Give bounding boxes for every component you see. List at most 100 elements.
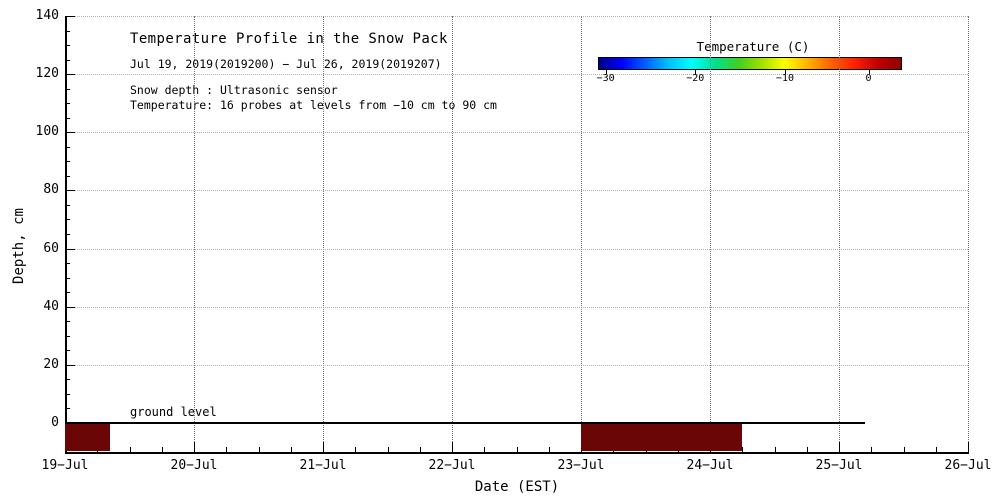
y-axis-minor-tick	[65, 393, 70, 395]
horizontal-gridline	[66, 190, 968, 192]
colorbar-title: Temperature (C)	[696, 39, 810, 54]
colorbar-tick-label: 0	[865, 73, 872, 84]
y-axis-minor-tick	[65, 277, 70, 279]
y-axis-tick-label: 20	[43, 356, 59, 372]
y-axis-minor-tick	[65, 452, 70, 453]
colorbar-tick-label: −30	[596, 73, 615, 84]
colorbar-gradient	[598, 57, 902, 70]
y-axis-tick-label: 40	[43, 298, 59, 314]
y-axis-minor-tick	[65, 45, 70, 47]
below-ground-temperature-band	[581, 423, 743, 451]
x-axis-major-tick	[323, 442, 324, 452]
x-axis-minor-tick	[774, 447, 776, 452]
y-axis-minor-tick	[65, 335, 70, 337]
x-axis-major-tick	[839, 442, 840, 452]
y-axis-tick-label: 0	[51, 414, 59, 430]
x-axis-minor-tick	[806, 447, 808, 452]
x-axis-minor-tick	[871, 447, 873, 452]
colorbar-tick	[605, 70, 607, 74]
y-axis-minor-tick	[65, 146, 70, 148]
y-axis-tick-label: 80	[43, 182, 59, 198]
horizontal-gridline	[66, 132, 968, 134]
y-axis-minor-tick	[65, 321, 70, 323]
y-axis-minor-tick	[65, 350, 70, 352]
vertical-gridline	[194, 16, 195, 452]
x-axis-tick-label: 26−Jul	[944, 458, 992, 473]
y-axis-minor-tick	[65, 30, 70, 32]
x-axis-tick-label: 19−Jul	[41, 458, 89, 473]
x-axis-minor-tick	[161, 447, 163, 452]
chart-subtitle: Jul 19, 2019(2019200) − Jul 26, 2019(201…	[130, 57, 442, 71]
x-axis-tick-label: 23−Jul	[557, 458, 605, 473]
x-axis-tick-label: 22−Jul	[428, 458, 476, 473]
y-axis-tick-label: 60	[43, 240, 59, 256]
y-axis-minor-tick	[65, 379, 70, 381]
colorbar-tick	[784, 70, 786, 74]
x-axis-tick-label: 25−Jul	[815, 458, 863, 473]
y-axis-major-tick	[65, 16, 75, 17]
x-axis-minor-tick	[903, 447, 905, 452]
x-axis-minor-tick	[387, 447, 389, 452]
y-axis-minor-tick	[65, 175, 70, 177]
x-axis-minor-tick	[419, 447, 421, 452]
x-axis-minor-tick	[935, 447, 937, 452]
y-axis-minor-tick	[65, 292, 70, 294]
x-axis-minor-tick	[742, 447, 744, 452]
x-axis-major-tick	[194, 442, 195, 452]
y-axis-tick-label: 100	[35, 124, 59, 140]
y-axis-tick-label: 120	[35, 66, 59, 82]
x-axis-minor-tick	[129, 447, 131, 452]
horizontal-gridline	[66, 74, 968, 76]
x-axis-minor-tick	[258, 447, 260, 452]
horizontal-gridline	[66, 364, 968, 366]
y-axis-minor-tick	[65, 408, 70, 410]
y-axis-major-tick	[65, 248, 75, 250]
annotation-snow-depth-sensor: Snow depth : Ultrasonic sensor	[130, 83, 338, 97]
vertical-gridline	[452, 16, 453, 452]
x-axis-minor-tick	[226, 447, 228, 452]
x-axis-minor-tick	[484, 447, 486, 452]
colorbar-tick	[868, 70, 870, 74]
y-axis-minor-tick	[65, 103, 70, 105]
vertical-gridline	[581, 16, 582, 452]
y-axis-major-tick	[65, 74, 75, 76]
y-axis-minor-tick	[65, 88, 70, 90]
colorbar-tick-label: −20	[686, 73, 705, 84]
vertical-gridline	[323, 16, 324, 452]
y-axis-minor-tick	[65, 234, 70, 235]
y-axis-major-tick	[65, 132, 75, 134]
horizontal-gridline	[66, 248, 968, 250]
y-axis-minor-tick	[65, 263, 70, 265]
y-axis-minor-tick	[65, 59, 70, 61]
x-axis-tick-label: 20−Jul	[170, 458, 218, 473]
annotation-temperature-probes: Temperature: 16 probes at levels from −1…	[130, 98, 497, 112]
y-axis-minor-tick	[65, 204, 70, 206]
x-axis-minor-tick	[290, 447, 292, 452]
y-axis-minor-tick	[65, 161, 70, 163]
ground-level-label: ground level	[130, 405, 217, 419]
x-axis-minor-tick	[355, 447, 357, 452]
y-axis-tick-label: 140	[35, 8, 59, 23]
x-axis-major-tick	[452, 442, 453, 452]
x-axis-major-tick	[968, 442, 969, 452]
colorbar-tick-label: −10	[775, 73, 794, 84]
vertical-gridline	[710, 16, 711, 452]
x-axis-title: Date (EST)	[474, 479, 560, 495]
x-axis-line	[65, 452, 969, 454]
y-axis-minor-tick	[65, 219, 70, 221]
y-axis-major-tick	[65, 190, 75, 192]
horizontal-gridline	[66, 16, 968, 17]
x-axis-tick-label: 24−Jul	[686, 458, 734, 473]
ground-level-line	[65, 421, 865, 424]
colorbar-tick	[695, 70, 697, 74]
y-axis-major-tick	[65, 306, 75, 308]
chart-title: Temperature Profile in the Snow Pack	[130, 31, 448, 47]
below-ground-temperature-band	[65, 423, 111, 451]
y-axis-minor-tick	[65, 117, 70, 119]
vertical-gridline	[839, 16, 840, 452]
x-axis-minor-tick	[516, 447, 518, 452]
x-axis-minor-tick	[548, 447, 550, 452]
y-axis-major-tick	[65, 364, 75, 366]
x-axis-tick-label: 21−Jul	[299, 458, 347, 473]
